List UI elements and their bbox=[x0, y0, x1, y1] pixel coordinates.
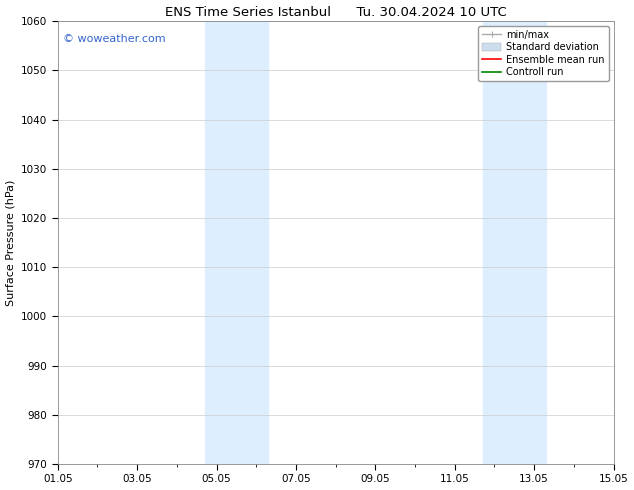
Title: ENS Time Series Istanbul      Tu. 30.04.2024 10 UTC: ENS Time Series Istanbul Tu. 30.04.2024 … bbox=[165, 5, 507, 19]
Legend: min/max, Standard deviation, Ensemble mean run, Controll run: min/max, Standard deviation, Ensemble me… bbox=[478, 26, 609, 81]
Bar bbox=[482, 21, 546, 464]
Bar bbox=[205, 21, 268, 464]
Text: © woweather.com: © woweather.com bbox=[63, 34, 166, 45]
Y-axis label: Surface Pressure (hPa): Surface Pressure (hPa) bbox=[6, 179, 16, 306]
